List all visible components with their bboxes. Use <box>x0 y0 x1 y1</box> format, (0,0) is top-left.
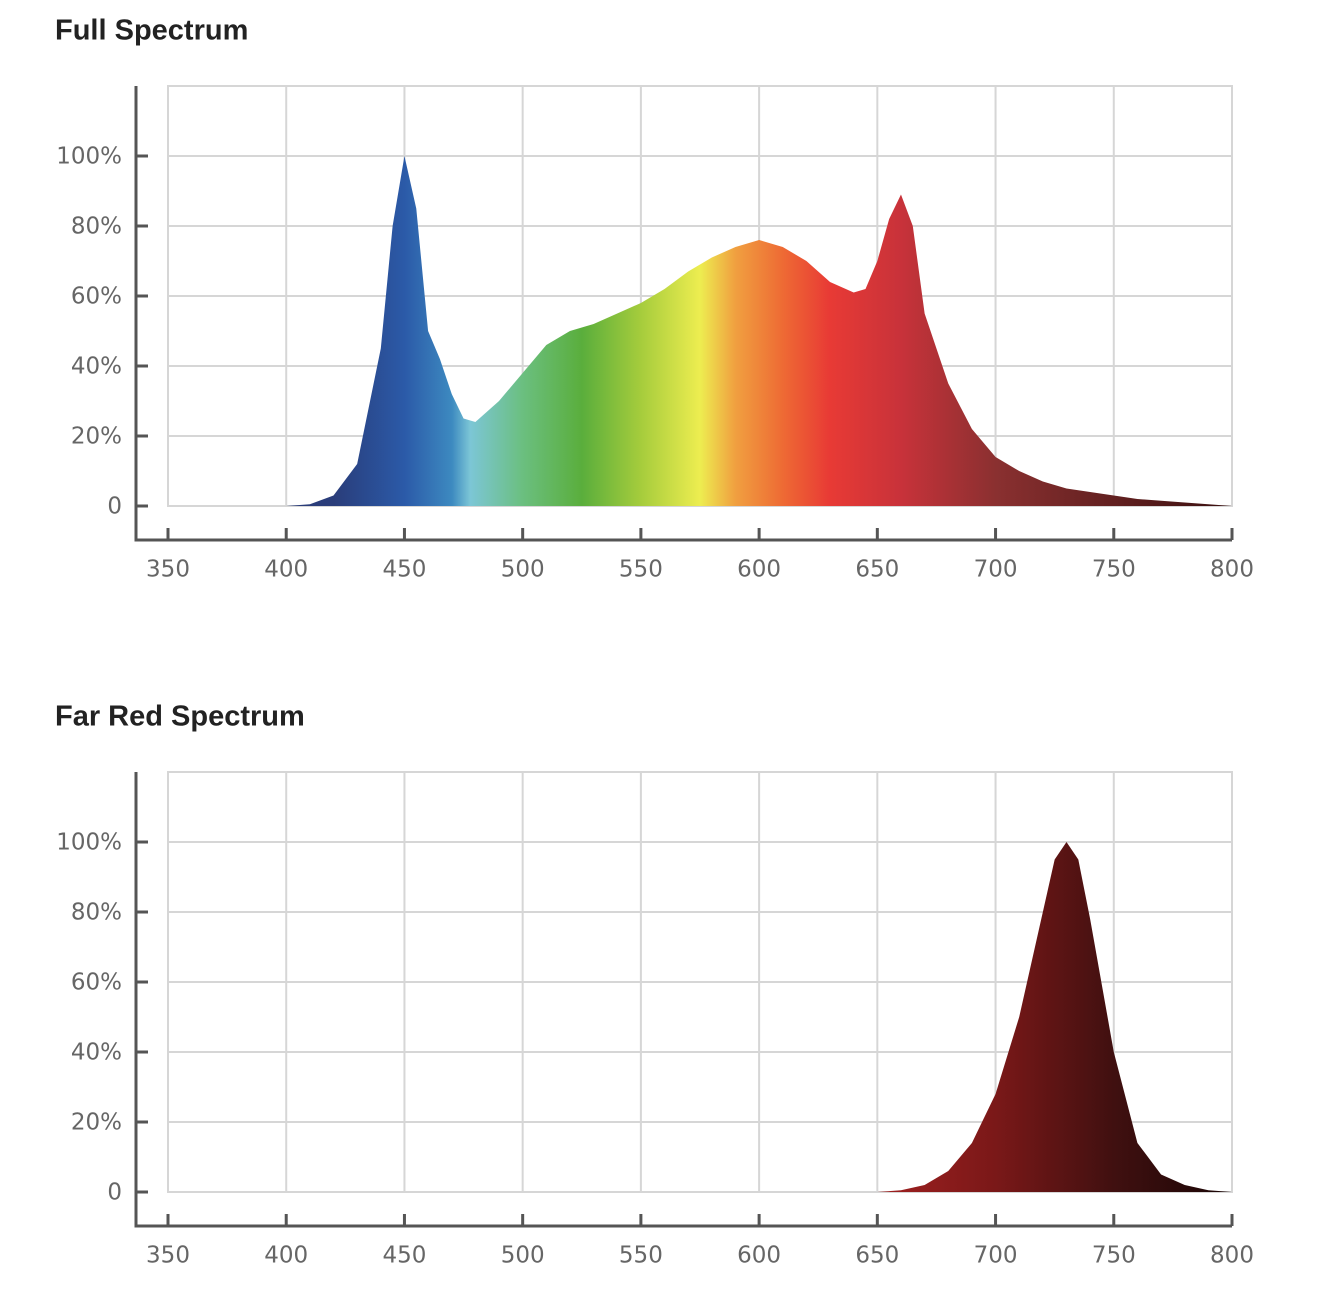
x-tick-label: 550 <box>619 1243 663 1269</box>
x-tick-label: 750 <box>1092 1243 1136 1269</box>
x-tick-label: 500 <box>501 557 545 583</box>
y-tick-label: 40% <box>71 354 122 380</box>
y-tick-label: 40% <box>71 1040 122 1066</box>
y-tick-label: 60% <box>71 284 122 310</box>
x-tick-label: 800 <box>1210 1243 1254 1269</box>
x-tick-label: 550 <box>619 557 663 583</box>
x-tick-label: 600 <box>737 1243 781 1269</box>
x-tick-label: 650 <box>855 557 899 583</box>
x-tick-label: 400 <box>264 557 308 583</box>
y-tick-label: 80% <box>71 214 122 240</box>
x-tick-label: 450 <box>382 1243 426 1269</box>
y-tick-label: 20% <box>71 424 122 450</box>
chart-title: Far Red Spectrum <box>55 701 305 733</box>
y-tick-label: 60% <box>71 970 122 996</box>
y-tick-label: 0 <box>107 494 122 520</box>
x-tick-label: 750 <box>1092 557 1136 583</box>
y-tick-label: 20% <box>71 1110 122 1136</box>
x-tick-label: 400 <box>264 1243 308 1269</box>
y-tick-label: 100% <box>56 830 122 856</box>
x-tick-label: 350 <box>146 557 190 583</box>
x-tick-label: 500 <box>501 1243 545 1269</box>
chart-title: Full Spectrum <box>55 15 248 47</box>
spectrum-area <box>168 842 1232 1192</box>
x-tick-label: 650 <box>855 1243 899 1269</box>
chart: Full Spectrum 0 20% 40% 60% 80% 100% 350 400 450 5… <box>55 15 1254 583</box>
x-tick-label: 350 <box>146 1243 190 1269</box>
x-tick-label: 800 <box>1210 557 1254 583</box>
chart: Far Red Spectrum 0 20% 40% 60% 80% 100% 350 400 4… <box>55 701 1254 1269</box>
y-tick-label: 100% <box>56 144 122 170</box>
spectrum-area <box>168 156 1232 506</box>
y-tick-label: 0 <box>107 1180 122 1206</box>
x-tick-label: 700 <box>974 1243 1018 1269</box>
y-tick-label: 80% <box>71 900 122 926</box>
x-tick-label: 700 <box>974 557 1018 583</box>
x-tick-label: 600 <box>737 557 781 583</box>
x-tick-label: 450 <box>382 557 426 583</box>
